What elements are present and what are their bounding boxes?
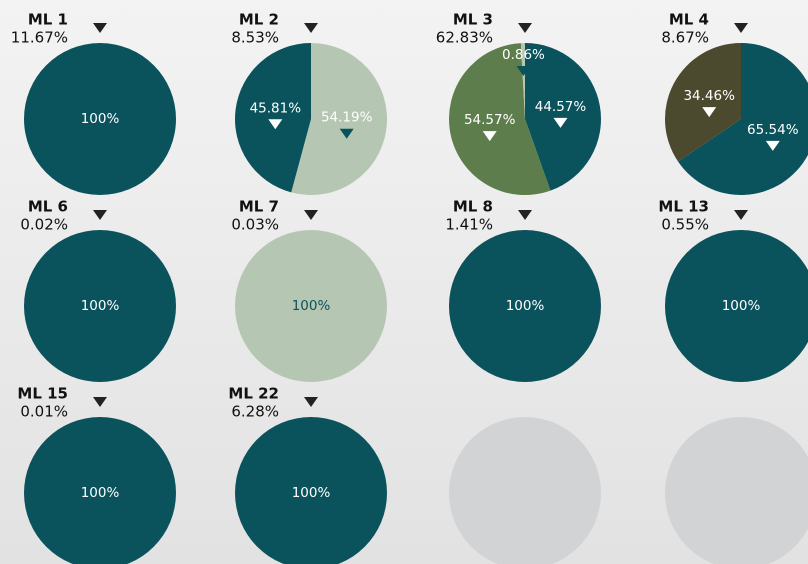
slice-label: 44.57% <box>535 99 587 115</box>
marker-triangle <box>518 210 532 220</box>
pie-slice <box>665 230 808 382</box>
pie-subtitle: 62.83% <box>436 29 493 47</box>
pie-subtitle: 0.55% <box>661 216 709 234</box>
slice-label: 100% <box>292 298 331 314</box>
pie-title: ML 7 <box>239 198 279 216</box>
slice-label: 100% <box>81 485 120 501</box>
pie-title: ML 2 <box>239 11 279 29</box>
marker-triangle <box>304 23 318 33</box>
pie-title: ML 4 <box>669 11 709 29</box>
pie-slice <box>24 230 176 382</box>
marker-triangle <box>93 397 107 407</box>
pie-slice <box>235 43 311 193</box>
slice-label: 54.57% <box>464 112 516 128</box>
pie-slice <box>520 43 525 119</box>
pie-subtitle: 0.02% <box>20 216 68 234</box>
pie-slice <box>665 43 741 162</box>
pie-title: ML 13 <box>658 198 709 216</box>
pie-slice <box>24 417 176 564</box>
pie-slice <box>525 43 602 191</box>
pie-subtitle: 0.03% <box>231 216 279 234</box>
slice-label: 100% <box>81 111 120 127</box>
slice-label: 0.86% <box>502 47 545 63</box>
marker-triangle <box>268 119 283 130</box>
pie-subtitle: 11.67% <box>11 29 68 47</box>
pie-slice <box>24 43 176 195</box>
slice-label: 100% <box>81 298 120 314</box>
pie-slice <box>449 230 601 382</box>
pie-title: ML 8 <box>453 198 493 216</box>
pie-slice <box>291 43 388 195</box>
marker-triangle <box>734 210 748 220</box>
pie-title: ML 3 <box>453 11 493 29</box>
pie-title: ML 1 <box>28 11 68 29</box>
marker-triangle <box>93 23 107 33</box>
pie-subtitle: 6.28% <box>231 403 279 421</box>
marker-triangle <box>93 210 107 220</box>
pie-title: ML 22 <box>228 385 279 403</box>
marker-triangle <box>765 140 780 151</box>
pie-slice <box>235 417 387 564</box>
marker-triangle <box>518 23 532 33</box>
empty-pie <box>449 417 601 564</box>
marker-triangle <box>553 117 568 128</box>
empty-pie <box>665 417 808 564</box>
pie-slice <box>449 43 551 195</box>
pie-title: ML 15 <box>17 385 68 403</box>
slice-label: 34.46% <box>683 88 735 104</box>
pie-slice <box>678 43 808 195</box>
slice-label: 100% <box>722 298 761 314</box>
pie-subtitle: 8.67% <box>661 29 709 47</box>
pie-title: ML 6 <box>28 198 68 216</box>
marker-triangle <box>482 131 497 142</box>
marker-triangle <box>304 397 318 407</box>
marker-triangle <box>304 210 318 220</box>
marker-triangle <box>339 128 354 139</box>
slice-label: 100% <box>292 485 331 501</box>
slice-label: 54.19% <box>321 110 373 126</box>
slice-label: 65.54% <box>747 122 799 138</box>
slice-label: 100% <box>506 298 545 314</box>
pie-slice <box>235 230 387 382</box>
marker-triangle <box>702 107 717 118</box>
marker-triangle <box>516 66 531 77</box>
marker-triangle <box>734 23 748 33</box>
pie-subtitle: 8.53% <box>231 29 279 47</box>
pie-subtitle: 0.01% <box>20 403 68 421</box>
slice-label: 45.81% <box>250 100 302 116</box>
pie-subtitle: 1.41% <box>445 216 493 234</box>
